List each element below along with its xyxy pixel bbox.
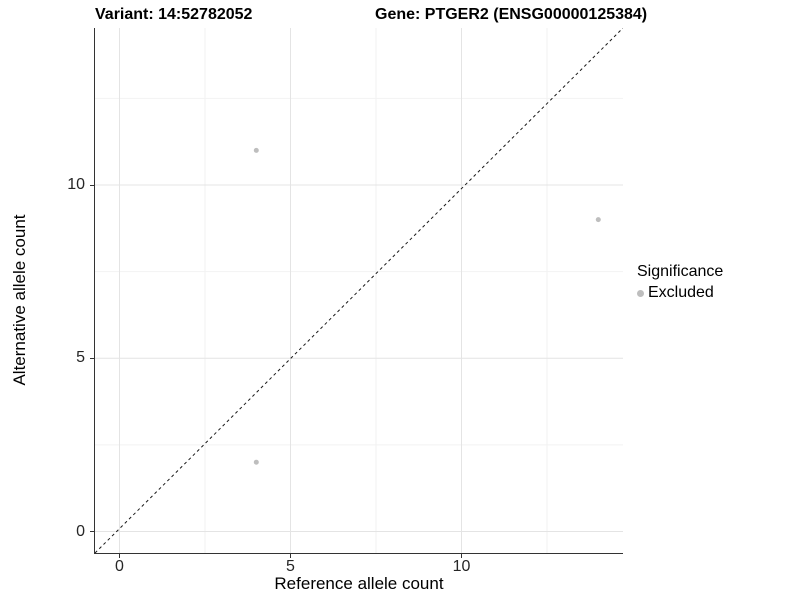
y-tick-label: 5 xyxy=(76,349,85,367)
legend-point-icon xyxy=(637,289,644,297)
x-tick-mark xyxy=(119,554,120,558)
legend-entry-excluded: Excluded xyxy=(637,284,723,302)
data-point xyxy=(253,459,259,465)
plot-panel xyxy=(94,28,623,554)
x-tick-label: 10 xyxy=(452,558,471,575)
y-tick-mark xyxy=(90,184,94,186)
data-point xyxy=(253,147,259,153)
legend: Significance Excluded xyxy=(637,263,723,302)
x-tick-label: 0 xyxy=(115,558,124,575)
y-tick-mark xyxy=(90,357,94,359)
y-tick-mark xyxy=(90,531,94,532)
x-axis-title: Reference allele count xyxy=(274,574,444,593)
x-tick-label: 5 xyxy=(286,558,295,575)
legend-entry-label: Excluded xyxy=(648,284,714,301)
panel-canvas xyxy=(95,28,623,553)
y-tick-label: 0 xyxy=(76,522,85,540)
y-axis-title: Alternative allele count xyxy=(10,214,29,386)
plot-title-variant: Variant: 14:52782052 xyxy=(95,6,253,23)
legend-title: Significance xyxy=(637,263,724,280)
x-tick-mark xyxy=(461,554,462,558)
plot-title-gene: Gene: PTGER2 (ENSG00000125384) xyxy=(375,6,648,23)
y-tick-label: 10 xyxy=(67,176,85,193)
identity-dashed-line xyxy=(95,28,623,553)
data-point xyxy=(595,217,601,223)
x-tick-mark xyxy=(290,554,291,558)
